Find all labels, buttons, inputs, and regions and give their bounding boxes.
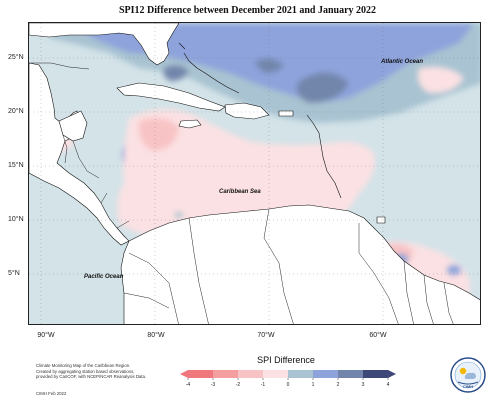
- credit-text: Climate Monitoring Map of the Caribbean …: [36, 363, 186, 380]
- logo-text: CIMH: [463, 384, 473, 389]
- latitude-label-20n: 20°N: [8, 108, 24, 115]
- colorbar-tick-label: 2: [337, 382, 340, 388]
- colorbar-swatch: [188, 370, 214, 378]
- colorbar-swatch: [263, 370, 289, 378]
- colorbar-swatch: [313, 370, 339, 378]
- cuba: [116, 82, 226, 112]
- mexico-and-central-america: [29, 62, 130, 246]
- spi-colorbar: -4 -3 -2 -1 0 1 2 3 4: [178, 366, 398, 390]
- latitude-label-25n: 25°N: [8, 54, 24, 61]
- colorbar-tick-label: -4: [186, 382, 191, 388]
- colorbar-extend-high: [388, 370, 396, 378]
- credit-date: CIMH Feb 2022: [36, 391, 67, 396]
- florida-and-gulf-coast: [29, 23, 180, 66]
- landmasses: [29, 23, 480, 324]
- colorbar-tick-label: 1: [312, 382, 315, 388]
- island-arcs: [178, 42, 342, 199]
- south-america: [120, 204, 480, 324]
- graticule: [29, 23, 480, 324]
- map-title: SPI12 Difference between December 2021 a…: [118, 5, 377, 16]
- hispaniola: [224, 102, 270, 120]
- colorbar-tick-label: 3: [362, 382, 365, 388]
- colorbar-tick-label: 4: [387, 382, 390, 388]
- latitude-label-5n: 5°N: [8, 270, 20, 277]
- spi-difference-map: Atlantic Ocean Caribbean Sea Pacific Oce…: [28, 22, 481, 325]
- colorbar-tick-label: -2: [236, 382, 241, 388]
- legend-title: SPI Difference: [257, 355, 315, 365]
- credit-line: provided by CariCOF, with NCEP/NCAR Rean…: [36, 374, 147, 380]
- caribbean-sea-label: Caribbean Sea: [219, 189, 261, 195]
- atlantic-ocean-label: Atlantic Ocean: [380, 59, 423, 65]
- cimh-logo: CIMH: [449, 356, 487, 394]
- colorbar-swatch: [338, 370, 364, 378]
- latitude-label-15n: 15°N: [8, 162, 24, 169]
- colorbar-tick-label: 0: [287, 382, 290, 388]
- colorbar-extend-low: [180, 370, 188, 378]
- puerto-rico: [278, 110, 294, 117]
- longitude-label-80w: 80°W: [147, 332, 165, 339]
- colorbar-swatch: [363, 370, 389, 378]
- latitude-label-10n: 10°N: [8, 216, 24, 223]
- colorbar-swatch: [288, 370, 314, 378]
- jamaica: [178, 119, 202, 129]
- credit-line: Climate Monitoring Map of the Caribbean …: [36, 363, 131, 368]
- country-borders: [29, 62, 454, 324]
- pacific-ocean-label: Pacific Ocean: [84, 274, 124, 280]
- credit-line: Created by aggregating station based obs…: [36, 368, 135, 374]
- colorbar-tick-label: -1: [261, 382, 266, 388]
- colorbar-swatch: [213, 370, 239, 378]
- longitude-label-60w: 60°W: [369, 332, 387, 339]
- longitude-label-90w: 90°W: [37, 332, 55, 339]
- colorbar-swatch: [238, 370, 264, 378]
- longitude-label-70w: 70°W: [257, 332, 275, 339]
- colorbar-tick-label: -3: [211, 382, 216, 388]
